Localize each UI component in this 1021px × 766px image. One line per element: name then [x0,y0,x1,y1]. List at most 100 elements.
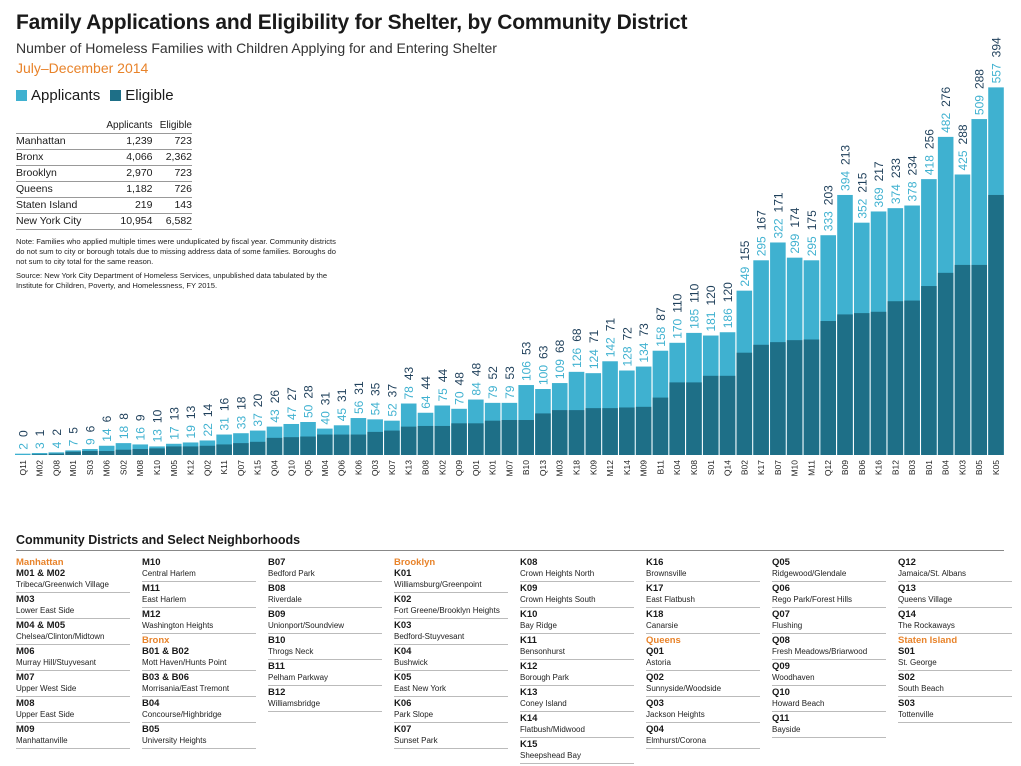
bar [837,314,853,455]
value-label: 374 [889,184,903,204]
district-entry: M03 Lower East Side [16,594,130,619]
district-entry: Q01 Astoria [646,646,760,671]
district-entry: M04 & M05 Chelsea/Clinton/Midtown [16,620,130,645]
borough-header: Brooklyn [394,557,436,568]
district-entry: M06 Murray Hill/Stuyvesant [16,646,130,671]
bar [853,313,870,455]
district-code: Q02 [646,672,664,683]
bar [115,443,132,455]
district-code: S03 [898,698,915,709]
value-label: 203 [822,185,836,205]
district-code: S02 [898,672,915,683]
value-label: 8 [117,413,131,420]
x-tick-label: K13 [404,460,414,475]
value-label: 63 [536,345,550,359]
neighborhood: Riverdale [268,595,302,604]
neighborhood: Fresh Meadows/Briarwood [772,647,868,656]
note: Note: Families who applied multiple time… [16,237,336,266]
district-entry: M12 Washington Heights [142,609,256,634]
x-tick-label: K02 [437,460,447,475]
table-cell: 2,970 [96,165,153,182]
legend-swatch [16,90,27,101]
district-code: K08 [520,557,538,568]
bar [48,453,65,455]
table-cell: 10,954 [96,213,153,230]
neighborhood: Chelsea/Clinton/Midtown [16,632,105,641]
value-label: 79 [503,385,517,399]
district-code: K02 [394,594,412,605]
x-tick-label: Q03 [370,460,380,476]
value-label: 128 [620,346,634,366]
x-tick-label: M07 [504,460,514,477]
district-entry: K08 Crown Heights North [520,557,634,582]
district-entry: M11 East Harlem [142,583,256,608]
value-label: 126 [570,347,584,367]
bar [266,437,283,455]
bar [199,445,216,455]
x-tick-label: B03 [907,460,917,475]
value-label: 215 [855,172,869,192]
value-label: 48 [453,372,467,386]
bar [283,437,300,455]
district-code: M08 [16,698,35,709]
bar [602,408,618,455]
table-header-row: Applicants Eligible [16,119,192,134]
table-header-cell: Applicants [96,119,153,134]
bar [551,410,568,455]
table-row: Queens 1,182 726 [16,181,192,198]
district-column: K08 Crown Heights North K09 Crown Heights S… [520,557,634,765]
value-label: 234 [906,155,920,175]
x-tick-label: K10 [152,460,162,475]
value-label: 19 [184,425,198,439]
district-code: B03 & B06 [142,672,189,683]
district-code: B04 [142,698,160,709]
neighborhood: Bensonhurst [520,647,565,656]
table-cell: 723 [152,165,192,182]
x-tick-label: B02 [739,460,749,475]
value-label: 72 [620,327,634,341]
neighborhood: Morrisania/East Tremont [142,684,230,693]
x-tick-label: B08 [421,460,431,475]
value-label: 31 [318,392,332,406]
district-entry: Q03 Jackson Heights [646,698,760,723]
note: Source: New York City Department of Home… [16,271,328,290]
district-code: S01 [898,646,915,657]
district-entry: Q05 Ridgewood/Glendale [772,557,886,582]
legend-item: Applicants [16,87,100,104]
value-label: 352 [855,198,869,218]
district-entry: S01 St. George [898,646,1012,671]
value-label: 73 [637,323,651,337]
value-label: 68 [570,328,584,342]
neighborhood: Crown Heights North [520,569,595,578]
x-tick-label: M02 [35,460,45,477]
x-tick-label: K15 [253,460,263,475]
district-entry: Q09 Woodhaven [772,661,886,686]
bar [166,446,182,455]
table-row: Staten Island 219 143 [16,197,192,214]
district-code: K06 [394,698,412,709]
district-entry: M08 Upper East Side [16,698,130,723]
district-code: M09 [16,724,35,735]
district-column: Q05 Ridgewood/Glendale Q06 Rego Park/Forest… [772,557,886,765]
neighborhood: Queens Village [898,595,953,604]
district-entry: Q04 Elmhurst/Corona [646,724,760,749]
bar [434,425,451,455]
value-label: 185 [687,309,701,329]
neighborhood: Howard Beach [772,699,825,708]
value-label: 31 [352,381,366,395]
district-column: K16 Brownsville K17 East Flatbush K18 Canarsi… [646,557,760,765]
bar [686,382,702,455]
bar [333,434,350,455]
x-tick-label: S03 [85,460,95,475]
district-code: K10 [520,609,538,620]
x-tick-label: Q12 [823,460,833,476]
bar [149,448,165,455]
x-tick-label: Q11 [18,460,28,476]
summary-table: Applicants Eligible Manhattan 1,239 723 Bronx… [16,119,192,230]
x-tick-label: K18 [572,460,582,475]
value-label: 120 [721,282,735,302]
value-label: 158 [654,326,668,346]
table-cell: 6,582 [152,213,192,230]
value-label: 170 [671,318,685,338]
district-entry: Q02 Sunnyside/Woodside [646,672,760,697]
